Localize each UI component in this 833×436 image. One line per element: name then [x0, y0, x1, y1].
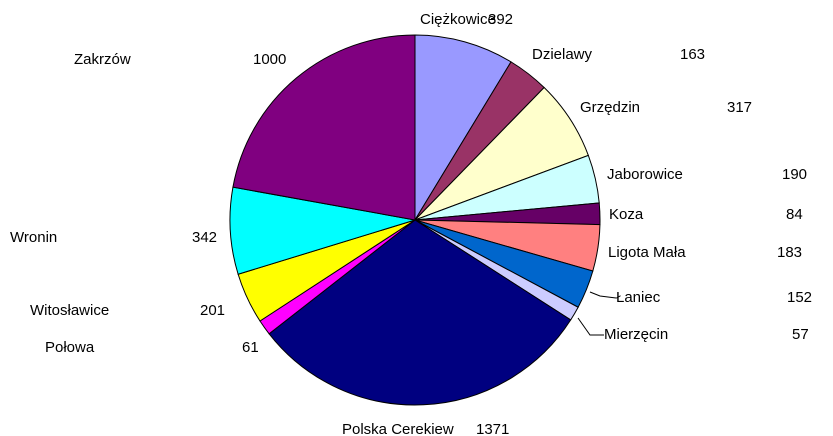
slice-value: 57: [792, 326, 809, 343]
leader-line: [577, 317, 604, 336]
slice-value: 190: [782, 166, 807, 183]
slice-value: 61: [242, 339, 259, 356]
leader-lines: [577, 291, 617, 336]
slice-value: 163: [680, 46, 705, 63]
slice-label: Połowa: [45, 339, 95, 356]
slice-label: Łaniec: [616, 289, 661, 306]
slice-value: 1371: [476, 421, 509, 436]
slice-label: Polska Cerekiew: [342, 421, 454, 436]
slice-value: 1000: [253, 51, 286, 68]
slice-label: Ciężkowice: [420, 11, 496, 28]
slice-value: 84: [786, 206, 803, 223]
slice: [232, 34, 416, 221]
slice-label: Grzędzin: [580, 99, 640, 116]
slice-value: 183: [777, 244, 802, 261]
leader-line: [589, 291, 617, 299]
slice-label: Dzielawy: [532, 46, 593, 63]
slice-label: Koza: [609, 206, 644, 223]
slice: [414, 34, 512, 222]
slice-label: Wronin: [10, 229, 57, 246]
slice-label: Ligota Mała: [608, 244, 686, 261]
slice-value: 342: [192, 229, 217, 246]
slice-value: 152: [787, 289, 812, 306]
slice-label: Mierzęcin: [604, 326, 668, 343]
slice-label: Jaborowice: [607, 166, 683, 183]
slice-value: 317: [727, 99, 752, 116]
slice-value: 392: [488, 11, 513, 28]
slice-value: 201: [200, 302, 225, 319]
slices: [229, 34, 601, 406]
slice: [268, 219, 572, 406]
slice-label: Zakrzów: [74, 51, 131, 68]
slice-label: Witosławice: [30, 302, 109, 319]
